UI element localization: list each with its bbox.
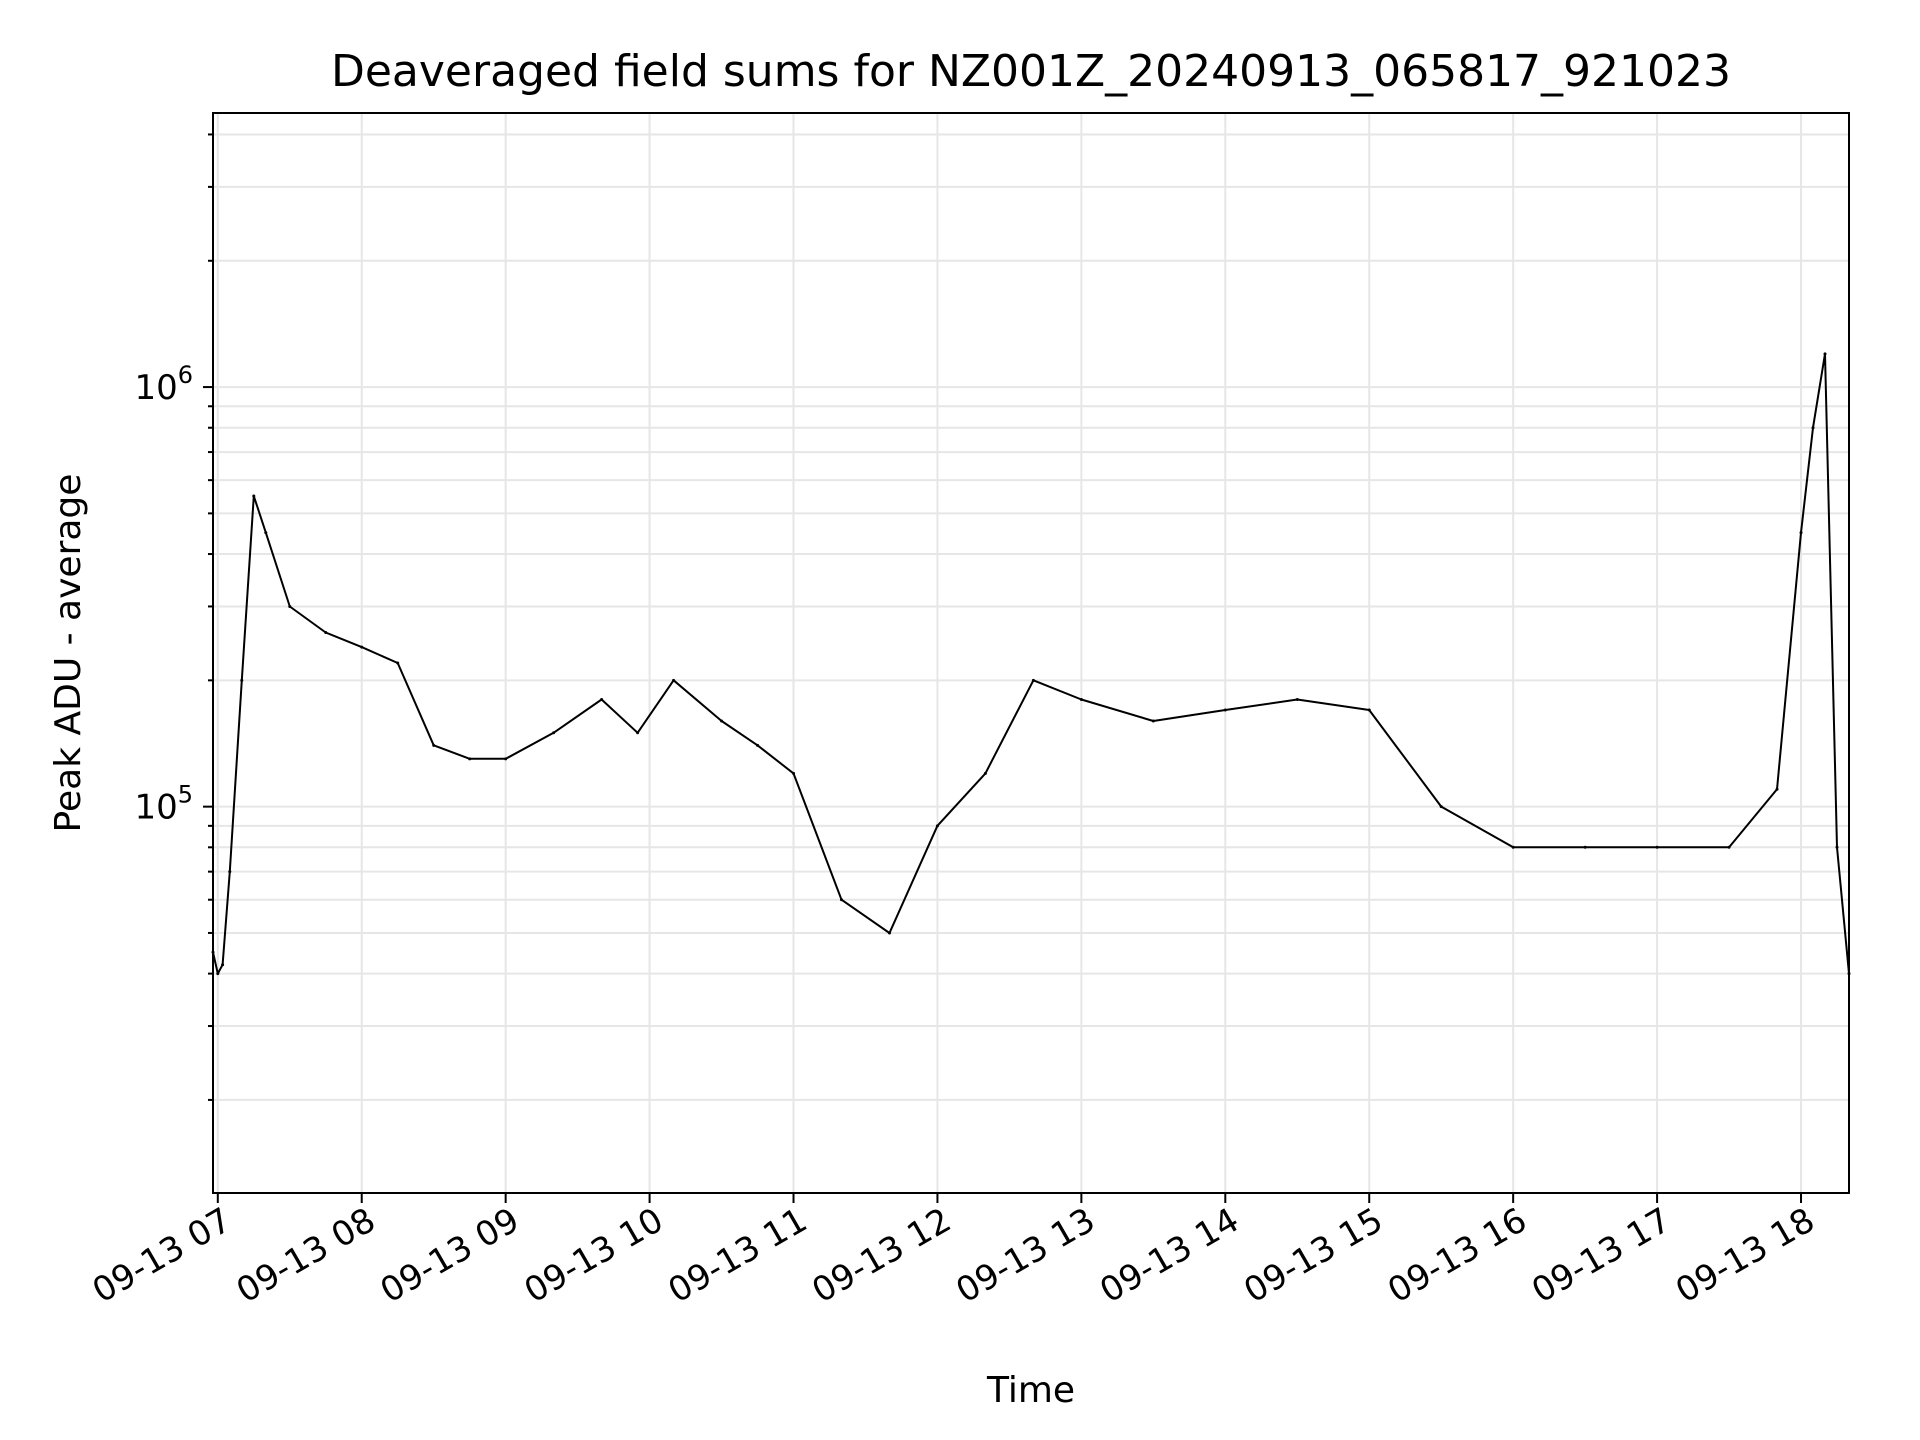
plot-frame [212,112,1850,1194]
data-point [1151,719,1155,723]
y-tick-base: 10 [134,368,177,408]
data-point [1511,845,1515,849]
x-tick-label: 09-13 07 [86,1200,238,1311]
data-point [1811,426,1815,430]
data-point [887,931,891,935]
x-tick-label: 09-13 10 [518,1200,670,1311]
data-point [636,731,640,735]
y-tick-label: 106 [134,361,193,408]
data-point [240,678,244,682]
data-point [1799,531,1803,535]
y-tick-label: 105 [134,781,193,828]
data-point [792,771,796,775]
data-point [1775,787,1779,791]
data-point [216,972,220,976]
x-tick-label: 09-13 15 [1237,1200,1389,1311]
data-point [720,719,724,723]
data-point [1835,845,1839,849]
x-tick-label: 09-13 14 [1093,1200,1245,1311]
y-tick-exponent: 6 [178,361,193,389]
grid-lines [213,113,1849,1193]
data-point [221,963,225,967]
data-point [1727,845,1731,849]
data-point [756,743,760,747]
data-point [1655,845,1659,849]
data-point [1295,698,1299,702]
data-point [360,645,364,649]
data-point [324,631,328,635]
x-tick-label: 09-13 08 [230,1200,382,1311]
data-point [935,824,939,828]
data-point [1823,352,1827,356]
data-point [839,898,843,902]
x-tick-label: 09-13 12 [806,1200,958,1311]
data-point [396,661,400,665]
chart-title: Deaveraged field sums for NZ001Z_2024091… [331,46,1731,97]
data-point [1223,708,1227,712]
data-point [504,757,508,761]
data-point [983,771,987,775]
data-point [252,494,256,498]
data-point [1079,698,1083,702]
data-point [432,743,436,747]
data-point [264,531,268,535]
data-point [468,757,472,761]
data-point [1031,678,1035,682]
x-tick-label: 09-13 17 [1525,1200,1677,1311]
data-point [672,678,676,682]
plot-series [211,352,1851,976]
data-point [600,698,604,702]
y-tick-base: 10 [134,788,177,828]
x-tick-label: 09-13 11 [662,1200,814,1311]
y-axis-label: Peak ADU - average [48,474,89,833]
data-point [552,731,556,735]
data-point [228,870,232,874]
data-point [288,604,292,608]
x-tick-label: 09-13 16 [1381,1200,1533,1311]
x-tick-label: 09-13 09 [374,1200,526,1311]
data-point [1367,708,1371,712]
data-point [1439,805,1443,809]
x-tick-label: 09-13 13 [949,1200,1101,1311]
y-tick-exponent: 5 [178,781,193,809]
x-tick-label: 09-13 18 [1669,1200,1821,1311]
data-point [1583,845,1587,849]
series-line [212,352,1850,975]
x-axis-label: Time [986,1370,1075,1411]
